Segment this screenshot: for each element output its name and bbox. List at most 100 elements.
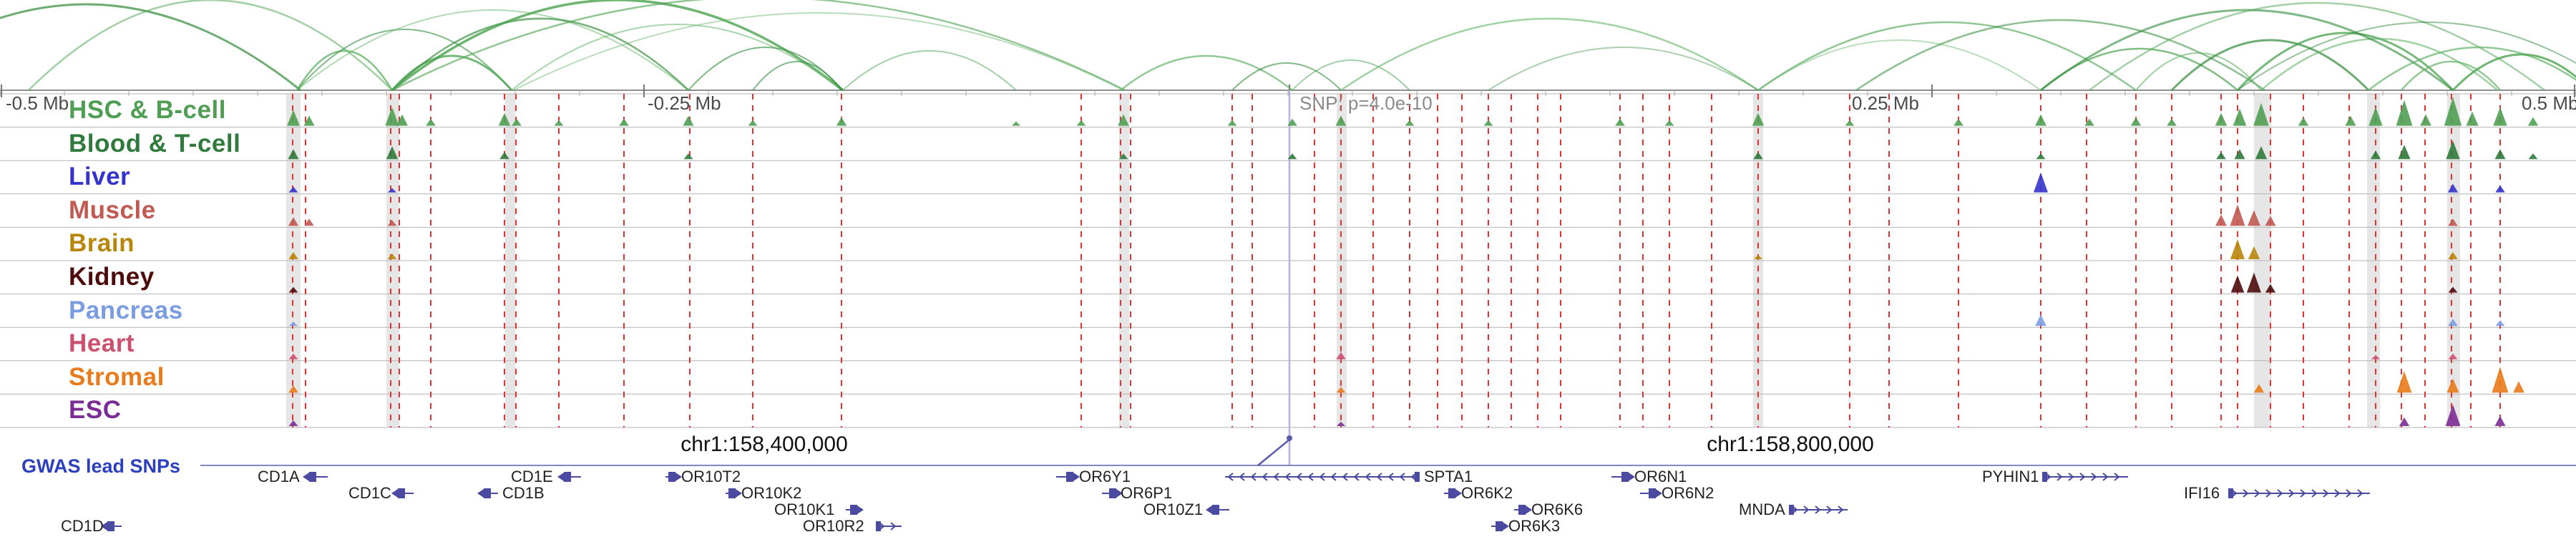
gwas-lead-snps-label[interactable]: GWAS lead SNPs [21, 455, 181, 477]
track-label-heart[interactable]: Heart [69, 329, 135, 358]
signal-peak [288, 385, 298, 393]
gene-strand-chevron [1330, 473, 1337, 481]
track-label-muscle[interactable]: Muscle [69, 195, 156, 224]
gene-label-or6p1[interactable]: OR6P1 [1121, 484, 1173, 502]
interaction-arc [2040, 9, 2454, 92]
signal-peak [1118, 114, 1129, 126]
lead-snp-pointer[interactable] [1257, 439, 1290, 466]
signal-peak [288, 186, 298, 193]
gene-strand-chevron [1815, 505, 1821, 514]
interaction-arc [391, 54, 513, 91]
signal-peak [2130, 117, 2142, 126]
signal-peak [499, 152, 509, 160]
gene-label-or10z1[interactable]: OR10Z1 [1143, 500, 1204, 518]
signal-peak [2466, 111, 2479, 126]
gene-strand-chevron [890, 522, 897, 531]
gene-exon [728, 488, 736, 498]
signal-peak [2368, 107, 2383, 126]
gene-label-ifi16[interactable]: IFI16 [2184, 484, 2220, 502]
gene-label-cd1a[interactable]: CD1A [258, 468, 300, 485]
signal-peak [288, 353, 298, 359]
signal-peak [387, 220, 397, 226]
interaction-arc [2401, 60, 2501, 91]
gene-label-or6k6[interactable]: OR6K6 [1531, 500, 1584, 518]
signal-peak [2345, 115, 2356, 126]
signal-peak [2448, 218, 2458, 226]
gene-label-or10k1[interactable]: OR10K1 [774, 500, 835, 518]
signal-peak [2265, 216, 2276, 226]
signal-peak [396, 114, 408, 126]
ruler-label-quarter-mb: 0.25 Mb [1852, 92, 1919, 114]
gene-exon [876, 521, 881, 531]
gene-label-or6y1[interactable]: OR6Y1 [1079, 468, 1131, 485]
gene-exon [564, 472, 571, 482]
gene-strand-chevron [1239, 473, 1245, 481]
signal-peak [2035, 114, 2046, 126]
gene-label-or6n1[interactable]: OR6N1 [1634, 468, 1687, 485]
signal-peak [304, 218, 314, 226]
gene-strand-chevron [1342, 473, 1348, 481]
track-label-pancreas[interactable]: Pancreas [69, 296, 183, 324]
signal-peak [2246, 272, 2262, 293]
gene-label-or6k3[interactable]: OR6K3 [1508, 517, 1561, 535]
track-label-liver[interactable]: Liver [69, 163, 131, 191]
signal-peak [2493, 107, 2507, 126]
gene-label-or10t2[interactable]: OR10T2 [681, 468, 741, 485]
signal-peak [2167, 118, 2177, 126]
track-label-stromal[interactable]: Stromal [69, 362, 165, 391]
gene-strand-chevron [2102, 473, 2109, 481]
signal-peak [1405, 120, 1415, 126]
gene-strand-chevron [2114, 473, 2120, 481]
signal-peak [426, 118, 436, 126]
gene-strand-arrow [1206, 505, 1212, 514]
signal-peak [1615, 118, 1625, 126]
gene-label-cd1d[interactable]: CD1D [61, 517, 104, 535]
signal-peak [2447, 183, 2459, 193]
gene-label-pyhin1[interactable]: PYHIN1 [1982, 468, 2039, 485]
signal-peak [2495, 320, 2505, 326]
gene-label-or10r2[interactable]: OR10R2 [803, 517, 864, 535]
gene-strand-chevron [2357, 489, 2363, 498]
gene-strand-chevron [1227, 473, 1234, 481]
interaction-arc [1757, 21, 2137, 92]
signal-peak [2248, 246, 2260, 259]
gene-strand-chevron [1319, 473, 1325, 481]
track-label-brain[interactable]: Brain [69, 229, 135, 258]
signal-peak [2396, 100, 2413, 126]
gene-strand-arrow [736, 489, 742, 498]
gene-strand-chevron [2091, 473, 2097, 481]
track-label-blood-t-cell[interactable]: Blood & T-cell [69, 129, 241, 158]
gene-label-mnda[interactable]: MNDA [1739, 500, 1785, 518]
gene-label-cd1b[interactable]: CD1B [502, 484, 545, 502]
gene-strand-chevron [1803, 505, 1810, 514]
gene-label-cd1e[interactable]: CD1E [511, 468, 553, 485]
signal-peak [288, 286, 298, 293]
signal-peak [2216, 152, 2226, 160]
signal-peak [2513, 381, 2524, 393]
interaction-arc [296, 9, 689, 91]
track-label-esc[interactable]: ESC [69, 396, 122, 425]
signal-peak [2528, 153, 2538, 160]
gene-strand-arrow [1656, 489, 1662, 498]
lead-snp-marker[interactable] [1287, 435, 1292, 441]
gene-label-spta1[interactable]: SPTA1 [1424, 468, 1473, 485]
signal-peak [619, 118, 629, 126]
interaction-arc [1757, 39, 2041, 91]
track-label-hsc-b-cell[interactable]: HSC & B-cell [69, 96, 226, 124]
gene-strand-arrow [1455, 489, 1462, 498]
signal-peak [2215, 112, 2228, 126]
signal-peak [2495, 185, 2505, 193]
signal-peak [2399, 417, 2410, 426]
signal-peak [288, 217, 299, 226]
gene-exon [1496, 521, 1503, 531]
signal-peak [748, 120, 758, 126]
gene-label-or10k2[interactable]: OR10K2 [741, 484, 802, 502]
signal-peak [1753, 152, 1763, 160]
signal-peak [1845, 120, 1855, 126]
gene-label-cd1c[interactable]: CD1C [348, 484, 391, 502]
gene-label-or6n2[interactable]: OR6N2 [1662, 484, 1714, 502]
signal-peak [2445, 405, 2461, 426]
signal-peak [2230, 239, 2245, 259]
gene-label-or6k2[interactable]: OR6K2 [1461, 484, 1513, 502]
track-label-kidney[interactable]: Kidney [69, 263, 155, 291]
